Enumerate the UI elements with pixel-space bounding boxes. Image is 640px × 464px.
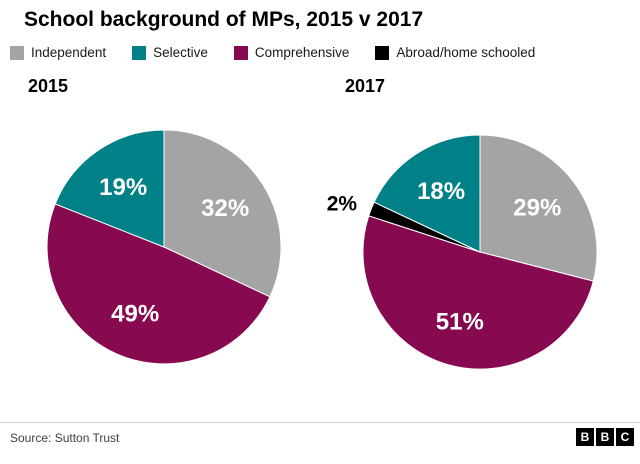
slice-label-selective: 18% bbox=[417, 178, 465, 205]
bbc-logo-block: B bbox=[576, 428, 594, 446]
slice-label-abroad-home-schooled: 2% bbox=[327, 192, 358, 215]
bbc-logo-block: C bbox=[616, 428, 634, 446]
slice-label-independent: 29% bbox=[513, 195, 561, 222]
pie-2015: 32% 49% 19% bbox=[39, 122, 289, 372]
chart-title: School background of MPs, 2015 v 2017 bbox=[24, 8, 424, 31]
slice-label-comprehensive: 49% bbox=[111, 301, 159, 328]
pie-title-2015: 2015 bbox=[28, 76, 69, 96]
legend-label: Selective bbox=[153, 45, 208, 60]
legend-swatch bbox=[233, 45, 248, 60]
legend-item-selective: Selective bbox=[132, 45, 208, 60]
slice-label-selective: 19% bbox=[99, 174, 147, 201]
legend-swatch bbox=[10, 45, 24, 60]
pie-slice-independent bbox=[163, 129, 282, 298]
source-text: Source: Sutton Trust bbox=[10, 431, 120, 445]
bbc-logo-block: B bbox=[596, 428, 614, 446]
pie-chart-2015: 32% 49% 19% bbox=[46, 129, 282, 365]
bbc-logo: B B C bbox=[576, 428, 634, 446]
legend-swatch bbox=[132, 45, 147, 60]
pie-chart-2017: 29% 51% 2% 18% bbox=[327, 134, 598, 370]
legend-item-independent: Independent bbox=[10, 45, 106, 60]
legend-label: Independent bbox=[31, 45, 107, 60]
pie-title-2017: 2017 bbox=[345, 76, 386, 96]
slice-label-comprehensive: 51% bbox=[436, 309, 484, 336]
legend-item-comprehensive: Comprehensive bbox=[233, 45, 350, 60]
legend: Independent Selective Comprehensive Abroad/… bbox=[10, 45, 535, 60]
pie-slice-comprehensive bbox=[46, 203, 271, 365]
legend-label: Comprehensive bbox=[254, 45, 350, 60]
pie-slice-selective bbox=[54, 129, 165, 248]
pie-slice-selective bbox=[373, 134, 481, 253]
pie-slice-independent bbox=[479, 134, 598, 282]
legend-label: Abroad/home schooled bbox=[396, 45, 536, 60]
pie-slice-comprehensive bbox=[362, 215, 594, 370]
legend-swatch bbox=[375, 45, 390, 60]
legend-item-abroad-home-schooled: Abroad/home schooled bbox=[375, 45, 535, 60]
footer-divider bbox=[0, 422, 640, 423]
slice-label-independent: 32% bbox=[201, 195, 249, 222]
pie-2017: 29% 51% 2% 18% bbox=[327, 127, 605, 377]
